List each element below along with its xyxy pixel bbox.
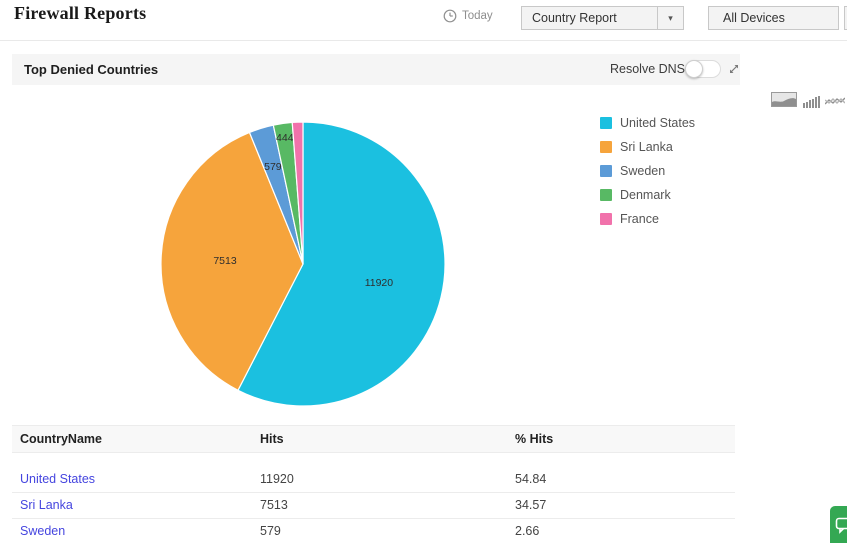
device-dropdown-value: All Devices xyxy=(723,11,785,25)
pie-slice-label: 579 xyxy=(264,161,282,173)
col-header-countryname: CountryName xyxy=(20,432,102,446)
legend-swatch xyxy=(600,117,612,129)
report-type-value: Country Report xyxy=(532,11,617,25)
table-header-row: CountryName Hits % Hits xyxy=(12,425,735,453)
resolve-dns-toggle[interactable] xyxy=(685,60,721,78)
denied-countries-table: CountryName Hits % Hits United States 119… xyxy=(12,425,735,543)
legend-label: Sweden xyxy=(620,164,666,178)
hits-value: 7513 xyxy=(260,498,288,512)
chart-legend: United States Sri Lanka Sweden Denmark Franc… xyxy=(600,116,695,236)
pct-hits-value: 2.66 xyxy=(515,524,540,538)
denied-countries-pie-chart: 11920 7513 579 444 xyxy=(160,121,446,407)
legend-swatch xyxy=(600,165,612,177)
page-title: Firewall Reports xyxy=(14,3,147,23)
legend-label: Sri Lanka xyxy=(620,140,673,154)
toggle-knob xyxy=(685,60,703,78)
pie-slice-label: 444 xyxy=(276,132,294,144)
dropdown-arrow-icon[interactable]: ▾ xyxy=(657,7,683,29)
legend-swatch xyxy=(600,213,612,225)
col-header-pct-hits: % Hits xyxy=(515,432,554,446)
resolve-dns-label: Resolve DNS xyxy=(610,62,686,76)
table-spacer xyxy=(12,453,735,467)
time-filter-label: Today xyxy=(462,10,493,22)
panel-title: Top Denied Countries xyxy=(24,62,159,77)
table-row: Sri Lanka 7513 34.57 xyxy=(12,493,735,519)
hits-value: 11920 xyxy=(260,472,294,486)
line-chart-icon[interactable] xyxy=(824,94,846,113)
hits-value: 579 xyxy=(260,524,281,538)
legend-item-france[interactable]: France xyxy=(600,212,695,226)
chat-icon xyxy=(835,517,847,534)
legend-item-sri-lanka[interactable]: Sri Lanka xyxy=(600,140,695,154)
report-panel-header: Top Denied Countries Resolve DNS xyxy=(12,54,740,85)
table-row: Sweden 579 2.66 xyxy=(12,519,735,543)
pie-slice-united-states[interactable] xyxy=(237,121,446,407)
time-filter[interactable]: Today xyxy=(443,9,493,23)
device-dropdown[interactable]: All Devices xyxy=(708,6,839,30)
report-type-dropdown[interactable]: Country Report ▾ xyxy=(521,6,684,30)
pie-slice-label: 7513 xyxy=(213,255,237,267)
device-dropdown-arrow-cutoff[interactable] xyxy=(844,6,847,30)
country-link[interactable]: Sweden xyxy=(20,524,66,538)
header-divider xyxy=(0,40,847,41)
legend-item-united-states[interactable]: United States xyxy=(600,116,695,130)
pie-slice-sri-lanka[interactable] xyxy=(160,131,304,392)
pie-slice-label: 11920 xyxy=(365,277,394,289)
legend-item-denmark[interactable]: Denmark xyxy=(600,188,695,202)
clock-icon xyxy=(443,9,457,23)
country-link[interactable]: United States xyxy=(20,472,96,486)
country-link[interactable]: Sri Lanka xyxy=(20,498,73,512)
legend-label: Denmark xyxy=(620,188,671,202)
pct-hits-value: 54.84 xyxy=(515,472,547,486)
legend-swatch xyxy=(600,189,612,201)
pct-hits-value: 34.57 xyxy=(515,498,547,512)
area-chart-icon[interactable] xyxy=(771,92,797,107)
pie-slice-france[interactable] xyxy=(291,121,304,265)
support-chat-button[interactable] xyxy=(830,506,847,543)
bar-chart-icon[interactable] xyxy=(803,94,821,113)
legend-label: France xyxy=(620,212,659,226)
legend-swatch xyxy=(600,141,612,153)
col-header-hits: Hits xyxy=(260,432,284,446)
table-row: United States 11920 54.84 xyxy=(12,467,735,493)
legend-item-sweden[interactable]: Sweden xyxy=(600,164,695,178)
legend-label: United States xyxy=(620,116,696,130)
popout-icon[interactable] xyxy=(728,63,740,75)
